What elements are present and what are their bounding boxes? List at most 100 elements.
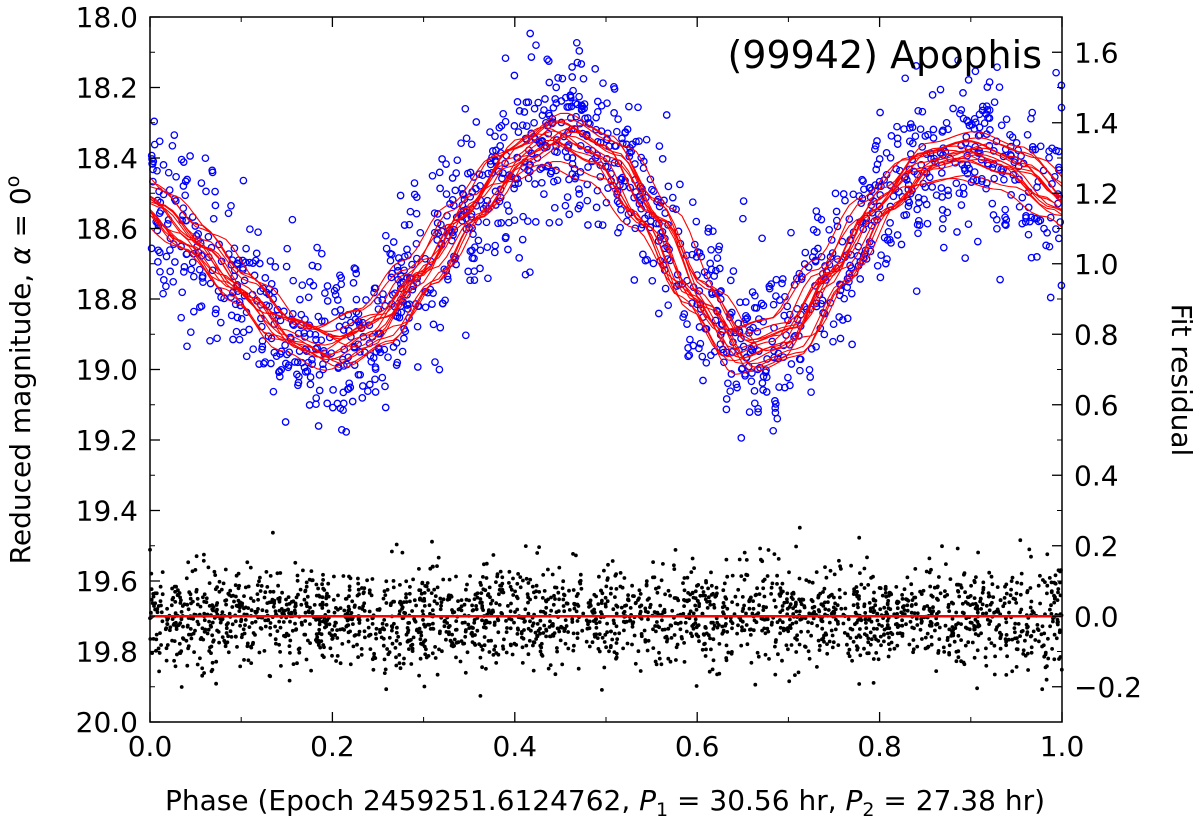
residual-point	[529, 628, 533, 633]
residual-point	[276, 596, 280, 601]
residual-point	[500, 612, 504, 616]
residual-point	[273, 637, 278, 642]
residual-point	[384, 623, 389, 627]
residual-point	[480, 618, 484, 623]
residual-point	[1018, 538, 1023, 543]
residual-point	[976, 624, 980, 629]
observation-point	[387, 250, 396, 259]
residual-point	[814, 570, 819, 574]
observation-point	[375, 329, 384, 338]
residual-point	[764, 605, 768, 610]
observation-point	[913, 220, 922, 229]
residual-point	[463, 634, 468, 639]
residual-point	[816, 608, 821, 612]
observation-point	[897, 240, 906, 249]
residual-point	[955, 546, 960, 551]
residual-point	[1013, 621, 1018, 626]
residual-point	[478, 694, 483, 698]
residual-point	[221, 581, 226, 586]
residual-point	[915, 644, 920, 649]
residual-point	[862, 586, 867, 590]
residual-point	[754, 620, 759, 625]
observation-point	[540, 190, 548, 198]
residual-point	[711, 658, 716, 663]
observation-point	[664, 301, 673, 310]
observation-point	[696, 339, 705, 348]
observation-point	[859, 225, 868, 234]
observation-point	[692, 217, 701, 226]
residual-point	[1019, 607, 1024, 612]
observation-point	[626, 183, 635, 192]
residual-point	[590, 640, 595, 645]
residual-point	[602, 640, 607, 644]
residual-point	[726, 650, 731, 655]
observation-point	[261, 274, 270, 282]
residual-point	[1038, 601, 1042, 606]
residual-point	[602, 568, 606, 573]
residual-point	[284, 597, 288, 602]
observation-point	[959, 183, 968, 192]
observation-point	[690, 240, 699, 249]
residual-point	[303, 632, 308, 637]
residual-point	[526, 600, 530, 605]
observation-point	[563, 193, 572, 201]
residual-point	[928, 623, 932, 628]
observation-point	[400, 221, 409, 229]
residual-point	[935, 596, 939, 601]
residual-point	[1025, 590, 1030, 595]
residual-point	[430, 539, 434, 544]
observation-point	[1052, 68, 1060, 77]
residual-point	[427, 603, 432, 608]
observation-point	[428, 171, 437, 180]
observation-point	[712, 266, 720, 275]
residual-point	[206, 565, 211, 570]
residual-point	[208, 623, 213, 628]
residual-point	[786, 629, 791, 634]
residual-point	[518, 585, 523, 590]
residual-point	[420, 580, 425, 585]
residual-point	[414, 628, 419, 633]
observation-point	[805, 365, 814, 374]
residual-point	[785, 597, 789, 602]
residual-point	[735, 631, 739, 636]
residual-point	[351, 622, 355, 626]
y-axis-label-right: Fit residual	[1165, 304, 1198, 457]
residual-point	[747, 606, 752, 611]
observation-point	[904, 202, 913, 211]
residual-point	[465, 582, 469, 587]
observation-point	[862, 255, 871, 263]
observation-point	[421, 303, 430, 312]
residual-point	[438, 607, 443, 612]
residual-point	[479, 644, 484, 649]
residual-point	[1055, 617, 1060, 622]
residual-point	[449, 594, 454, 599]
residual-point	[454, 627, 459, 632]
residual-point	[1056, 587, 1061, 591]
observation-point	[720, 358, 728, 367]
residual-point	[592, 632, 597, 637]
observation-point	[937, 184, 946, 192]
residual-point	[980, 590, 985, 595]
observation-point	[563, 103, 572, 111]
observation-point	[929, 125, 938, 134]
residual-point	[747, 598, 752, 603]
residual-point	[614, 624, 619, 629]
residual-point	[665, 639, 669, 644]
observation-point	[408, 285, 417, 294]
observation-point	[252, 249, 261, 258]
model-fit-curve	[149, 118, 1063, 344]
residual-point	[998, 636, 1003, 641]
observation-point	[296, 295, 304, 304]
residual-point	[374, 626, 379, 631]
residual-point	[522, 628, 526, 632]
residual-point	[979, 607, 983, 611]
residual-point	[373, 632, 378, 636]
residual-point	[439, 603, 443, 608]
residual-point	[833, 607, 838, 612]
observation-point	[526, 29, 535, 38]
observation-point	[234, 260, 242, 268]
observation-point	[1018, 219, 1027, 228]
observation-point	[625, 148, 634, 157]
residual-point	[264, 609, 269, 614]
residual-point	[355, 642, 359, 647]
